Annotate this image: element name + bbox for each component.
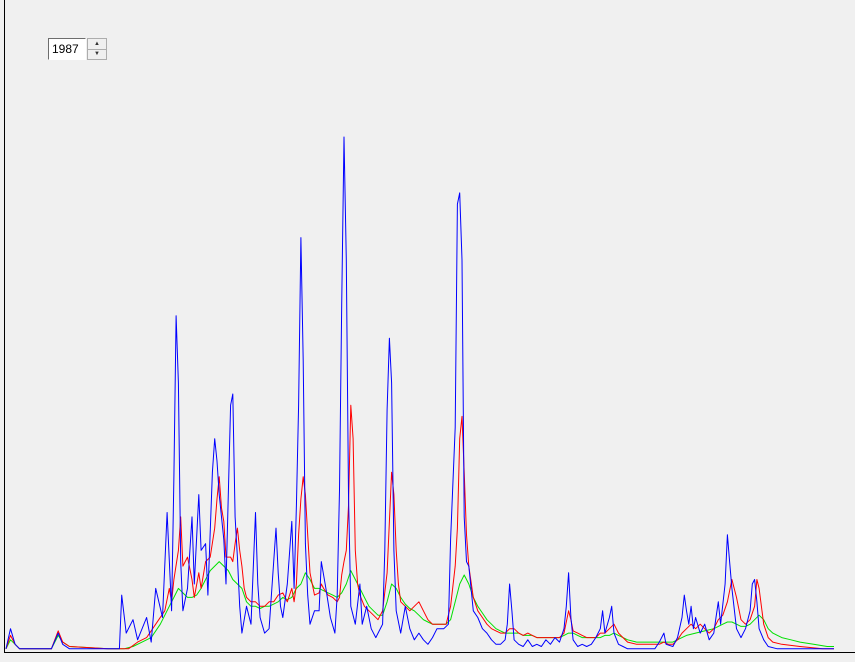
- series-group: [5, 136, 834, 650]
- series-line-1: [5, 404, 834, 650]
- arrow-up-icon: ▲: [94, 40, 100, 47]
- spin-down-button[interactable]: ▼: [87, 49, 107, 60]
- spin-buttons: ▲ ▼: [87, 38, 107, 60]
- series-line-2: [5, 561, 834, 650]
- axes: [4, 0, 855, 653]
- spin-up-button[interactable]: ▲: [87, 38, 107, 50]
- year-input[interactable]: [48, 38, 86, 60]
- year-spinner[interactable]: ▲ ▼: [48, 38, 108, 62]
- arrow-down-icon: ▼: [94, 51, 100, 58]
- series-line-0: [5, 136, 834, 650]
